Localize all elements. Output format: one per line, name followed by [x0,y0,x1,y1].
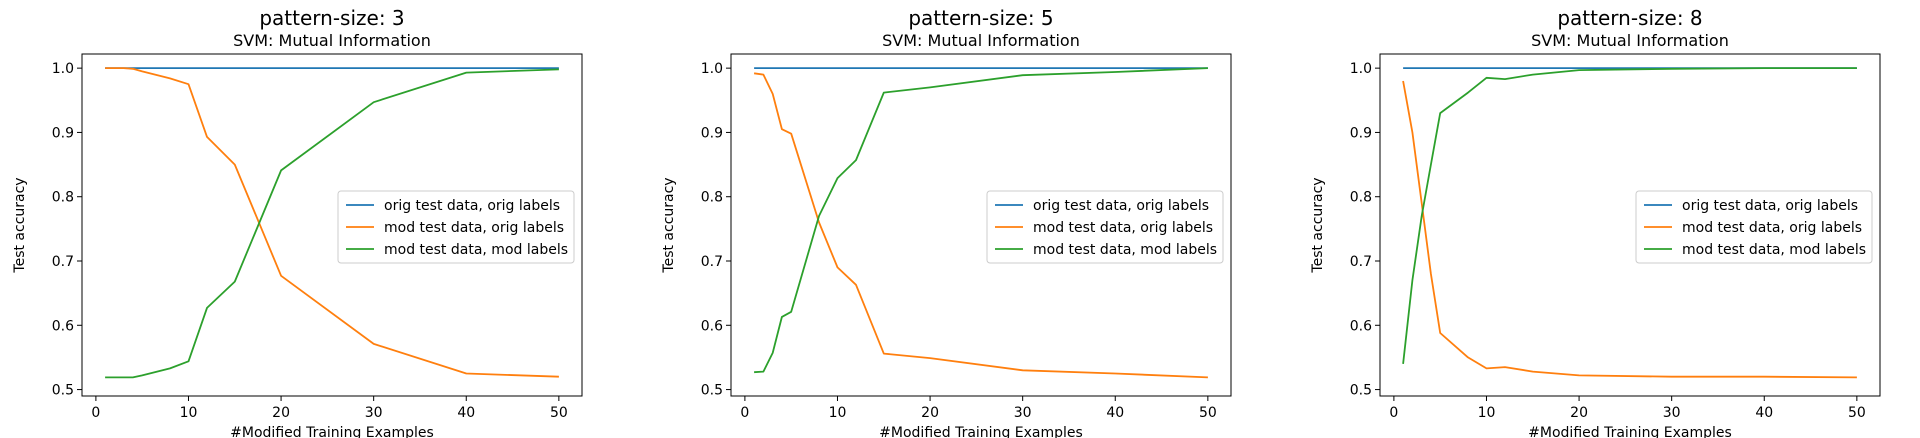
y-tick-label: 0.8 [1350,190,1372,206]
chart-subtitle: SVM: Mutual Information [882,31,1080,50]
chart-subtitle: SVM: Mutual Information [1531,31,1729,50]
y-tick-label: 0.5 [701,383,723,399]
chart-title: pattern-size: 3 [259,6,404,30]
legend-label: orig test data, orig labels [384,198,560,214]
x-tick-label: 0 [740,405,749,421]
legend-label: mod test data, mod labels [384,242,568,258]
x-tick-label: 10 [180,405,198,421]
y-tick-label: 0.6 [701,318,723,334]
legend-label: mod test data, orig labels [1033,220,1213,236]
y-axis-label: Test accuracy [12,177,28,273]
x-tick-label: 50 [550,405,568,421]
x-tick-label: 50 [1199,405,1217,421]
x-axis-label: #Modified Training Examples [879,425,1083,438]
x-tick-label: 40 [1755,405,1773,421]
x-tick-label: 50 [1848,405,1866,421]
x-axis-label: #Modified Training Examples [1528,425,1732,438]
legend: orig test data, orig labels mod test data… [986,190,1224,264]
y-axis-label: Test accuracy [1310,177,1326,273]
x-tick-label: 10 [829,405,847,421]
y-tick-label: 0.7 [1350,254,1372,270]
series-line-2 [753,72,1208,379]
x-tick-label: 40 [457,405,475,421]
y-tick-label: 1.0 [701,61,723,77]
x-tick-label: 10 [1478,405,1496,421]
legend-box [1635,190,1873,264]
legend-label: orig test data, orig labels [1682,198,1858,214]
series-line-3 [754,67,1208,374]
x-tick-label: 20 [272,405,290,421]
x-tick-label: 20 [921,405,939,421]
y-tick-label: 0.9 [52,125,74,141]
x-tick-label: 30 [1014,405,1032,421]
y-tick-label: 0.5 [52,383,74,399]
legend-box [986,190,1224,264]
y-tick-label: 0.7 [52,254,74,270]
y-tick-label: 0.6 [1350,318,1372,334]
series-line-3 [1402,67,1857,364]
y-tick-label: 0.8 [701,190,723,206]
legend: orig test data, orig labels mod test data… [337,190,575,264]
y-axis-label: Test accuracy [661,177,677,273]
x-tick-label: 30 [365,405,383,421]
x-axis-label: #Modified Training Examples [230,425,434,438]
legend-box [337,190,575,264]
y-tick-label: 0.9 [701,125,723,141]
x-tick-label: 0 [1389,405,1398,421]
legend-label: mod test data, mod labels [1682,242,1866,258]
y-tick-label: 0.7 [701,254,723,270]
legend: orig test data, orig labels mod test data… [1635,190,1873,264]
x-tick-label: 0 [91,405,100,421]
y-tick-label: 1.0 [1350,61,1372,77]
legend-label: mod test data, orig labels [384,220,564,236]
series-line-2 [1402,80,1857,379]
chart-title: pattern-size: 5 [908,6,1053,30]
y-tick-label: 0.8 [52,190,74,206]
x-tick-label: 20 [1570,405,1588,421]
y-tick-label: 1.0 [52,61,74,77]
y-tick-label: 0.9 [1350,125,1372,141]
x-tick-label: 40 [1106,405,1124,421]
chart-title: pattern-size: 8 [1557,6,1702,30]
x-tick-label: 30 [1663,405,1681,421]
legend-label: orig test data, orig labels [1033,198,1209,214]
series-line-3 [105,68,559,379]
y-tick-label: 0.5 [1350,383,1372,399]
chart-subtitle: SVM: Mutual Information [233,31,431,50]
series-line-2 [105,67,559,378]
y-tick-label: 0.6 [52,318,74,334]
legend-label: mod test data, mod labels [1033,242,1217,258]
legend-label: mod test data, orig labels [1682,220,1862,236]
